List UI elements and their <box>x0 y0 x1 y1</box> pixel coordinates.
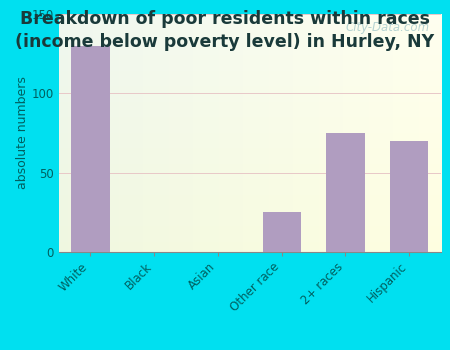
Bar <box>71 46 109 252</box>
Text: Breakdown of poor residents within races
(income below poverty level) in Hurley,: Breakdown of poor residents within races… <box>15 10 435 51</box>
Y-axis label: absolute numbers: absolute numbers <box>16 77 29 189</box>
Bar <box>262 212 301 252</box>
Text: City-Data.com: City-Data.com <box>346 21 429 34</box>
Bar <box>390 141 428 252</box>
Bar <box>326 133 365 252</box>
